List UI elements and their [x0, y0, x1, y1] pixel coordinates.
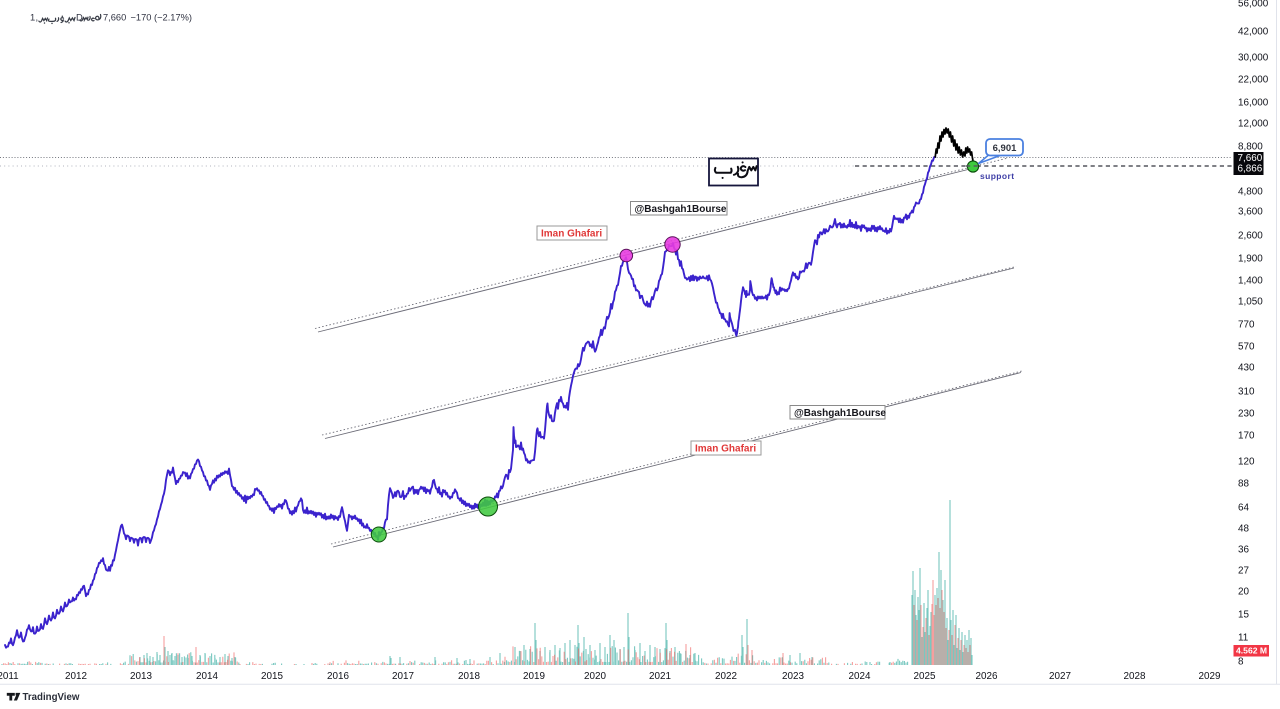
svg-text:2013: 2013 — [130, 671, 152, 682]
svg-text:,: , — [36, 12, 39, 23]
svg-text:120: 120 — [1238, 457, 1255, 468]
svg-text:1,050: 1,050 — [1238, 297, 1263, 308]
svg-text:770: 770 — [1238, 320, 1255, 331]
svg-text:20: 20 — [1238, 587, 1249, 598]
svg-text:2017: 2017 — [392, 671, 414, 682]
svg-text:4.562 M: 4.562 M — [1236, 646, 1267, 656]
svg-text:2016: 2016 — [327, 671, 349, 682]
svg-text:2015: 2015 — [261, 671, 283, 682]
svg-text:36: 36 — [1238, 545, 1249, 556]
svg-text:48: 48 — [1238, 524, 1249, 535]
svg-text:230: 230 — [1238, 409, 1255, 420]
svg-text:1,900: 1,900 — [1238, 254, 1263, 265]
svg-text:Iman Ghafari: Iman Ghafari — [541, 229, 602, 240]
svg-text:56,000: 56,000 — [1238, 0, 1269, 10]
svg-text:170: 170 — [1238, 431, 1255, 442]
svg-text:D,: D, — [76, 12, 85, 23]
svg-text:15: 15 — [1238, 610, 1249, 621]
svg-text:3,600: 3,600 — [1238, 207, 1263, 218]
svg-text:42,000: 42,000 — [1238, 27, 1269, 38]
svg-text:2022: 2022 — [715, 671, 737, 682]
svg-text:2023: 2023 — [782, 671, 804, 682]
svg-text:12,000: 12,000 — [1238, 119, 1269, 130]
svg-text:310: 310 — [1238, 387, 1255, 398]
svg-text:22,000: 22,000 — [1238, 75, 1269, 86]
svg-text:88: 88 — [1238, 479, 1249, 490]
svg-text:2018: 2018 — [458, 671, 480, 682]
svg-text:2026: 2026 — [976, 671, 998, 682]
svg-text:27: 27 — [1238, 566, 1249, 577]
svg-text:2025: 2025 — [914, 671, 936, 682]
svg-text:support: support — [980, 171, 1014, 181]
svg-text:2020: 2020 — [584, 671, 606, 682]
svg-text:430: 430 — [1238, 363, 1255, 374]
svg-text:2024: 2024 — [849, 671, 871, 682]
svg-text:8,800: 8,800 — [1238, 142, 1263, 153]
svg-text:2029: 2029 — [1199, 671, 1221, 682]
svg-text:2028: 2028 — [1124, 671, 1146, 682]
svg-text:7,660: 7,660 — [1238, 153, 1263, 164]
svg-text:4,800: 4,800 — [1238, 187, 1263, 198]
svg-text:8: 8 — [1238, 657, 1244, 668]
svg-text:7,660: 7,660 — [103, 13, 126, 23]
svg-text:570: 570 — [1238, 342, 1255, 353]
svg-text:TradingView: TradingView — [23, 692, 80, 703]
svg-text:6,866: 6,866 — [1238, 164, 1263, 175]
svg-text:Iman Ghafari: Iman Ghafari — [695, 444, 756, 455]
svg-text:@Bashgah1Bourse: @Bashgah1Bourse — [635, 204, 727, 215]
svg-text:2019: 2019 — [523, 671, 545, 682]
svg-text:2,600: 2,600 — [1238, 231, 1263, 242]
svg-text:@Bashgah1Bourse: @Bashgah1Bourse — [794, 408, 886, 419]
svg-text:11: 11 — [1238, 633, 1249, 644]
svg-text:1: 1 — [30, 12, 35, 23]
svg-text:6,901: 6,901 — [993, 143, 1017, 154]
svg-text:64: 64 — [1238, 503, 1249, 514]
svg-text:2021: 2021 — [649, 671, 671, 682]
svg-text:2011: 2011 — [0, 671, 19, 682]
svg-text:2014: 2014 — [196, 671, 218, 682]
svg-text:2012: 2012 — [65, 671, 87, 682]
svg-text:16,000: 16,000 — [1238, 98, 1269, 109]
svg-text:30,000: 30,000 — [1238, 53, 1269, 64]
svg-text:1,400: 1,400 — [1238, 276, 1263, 287]
svg-text:−170 (−2.17%): −170 (−2.17%) — [131, 13, 193, 23]
svg-text:2027: 2027 — [1049, 671, 1071, 682]
